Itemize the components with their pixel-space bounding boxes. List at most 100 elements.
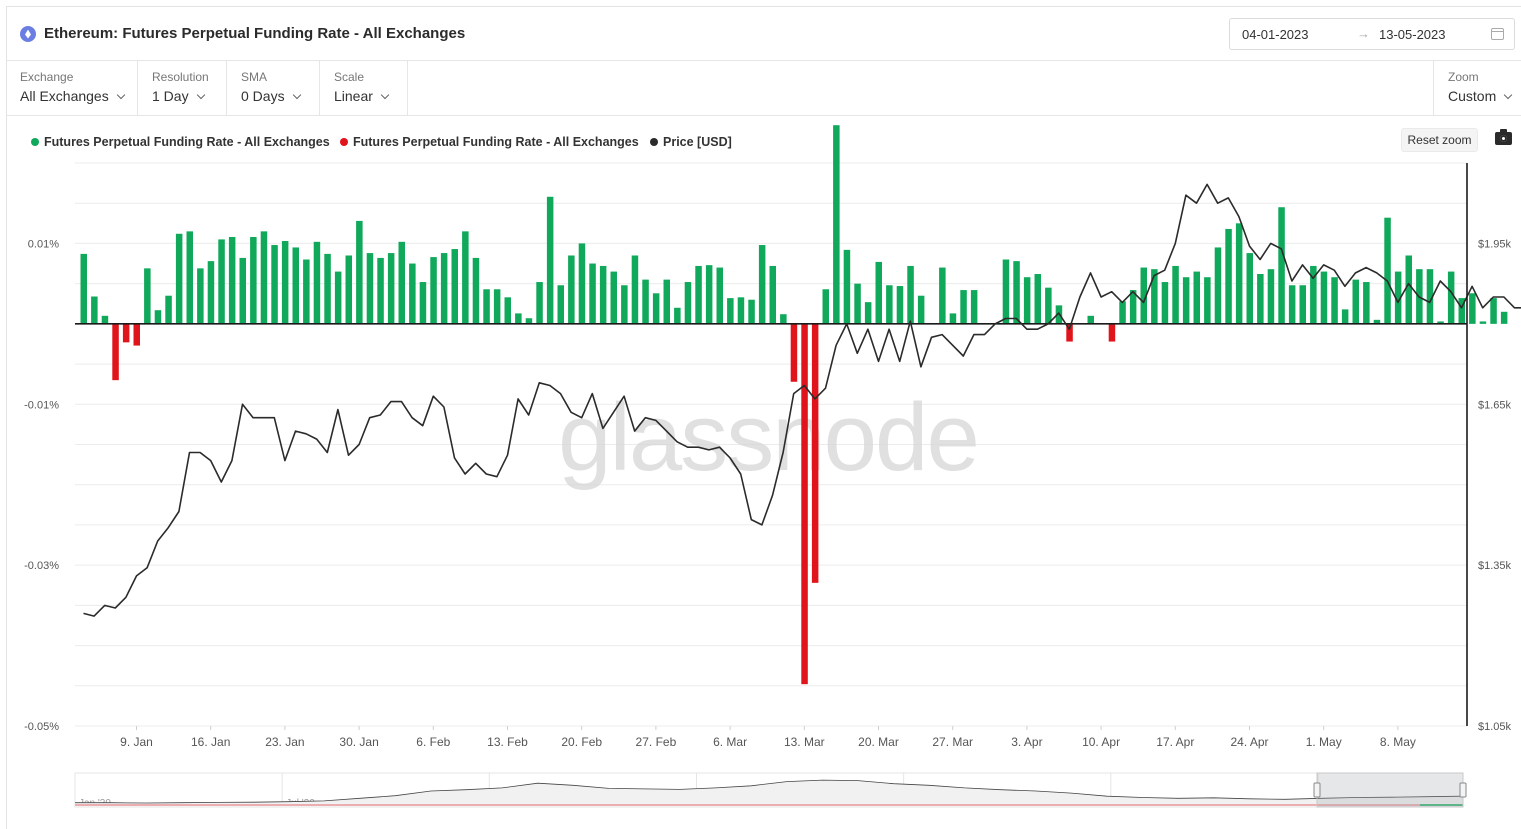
x-tick-label: 23. Jan (265, 735, 304, 749)
x-tick-label: 1. May (1306, 735, 1342, 749)
funding-bar-positive (1394, 271, 1402, 324)
x-tick-label: 20. Feb (561, 735, 602, 749)
page-title: Ethereum: Futures Perpetual Funding Rate… (44, 25, 466, 42)
funding-bar-positive (144, 268, 151, 324)
funding-bar-positive (292, 247, 299, 324)
funding-bar-positive (1045, 287, 1052, 324)
funding-bar-positive (345, 255, 352, 324)
funding-bar-positive (705, 265, 713, 324)
funding-bar-positive (165, 295, 172, 324)
calendar-icon[interactable] (1491, 28, 1504, 40)
funding-bar-positive (1172, 265, 1179, 324)
sma-select[interactable]: SMA 0 Days (227, 61, 320, 115)
funding-bar-positive (409, 263, 416, 324)
funding-bar-positive (886, 285, 893, 324)
funding-bar-positive (684, 282, 692, 324)
funding-bar-positive (366, 253, 374, 324)
funding-bar-positive (695, 265, 702, 324)
funding-bar-positive (737, 297, 745, 324)
x-tick-label: 13. Feb (487, 735, 528, 749)
navigator-handle[interactable] (1459, 782, 1467, 798)
x-tick-label: 16. Jan (191, 735, 230, 749)
funding-tick-label: 0.01% (28, 238, 59, 250)
funding-bar-positive (780, 314, 787, 324)
funding-bar-positive (599, 265, 607, 324)
legend-label: Futures Perpetual Funding Rate - All Exc… (353, 135, 639, 149)
exchange-select[interactable]: Exchange All Exchanges (6, 61, 138, 115)
funding-bar-positive (515, 313, 522, 324)
exchange-label: Exchange (20, 70, 74, 84)
x-tick-label: 6. Feb (416, 735, 450, 749)
funding-tick-label: -0.01% (24, 399, 59, 411)
funding-bar-positive (546, 196, 554, 324)
page-frame (6, 6, 1521, 829)
funding-bar-positive (642, 279, 649, 324)
funding-bar-positive (1087, 315, 1094, 324)
funding-bar-positive (1479, 321, 1487, 324)
exchange-value: All Exchanges (20, 88, 109, 104)
legend-item-funding-negative[interactable]: Futures Perpetual Funding Rate - All Exc… (340, 135, 639, 149)
date-range-picker[interactable]: 04-01-2023 → 13-05-2023 (1229, 18, 1515, 50)
legend-label: Price [USD] (663, 135, 732, 149)
funding-bar-positive (864, 302, 872, 324)
x-tick-label: 30. Jan (339, 735, 378, 749)
funding-bar-positive (186, 231, 193, 324)
navigator-handle[interactable] (1313, 782, 1321, 798)
funding-bar-positive (271, 245, 278, 324)
funding-bar-positive (1002, 259, 1010, 324)
funding-bar-negative (801, 323, 808, 685)
funding-bar-positive (1288, 285, 1296, 324)
funding-bar-positive (1320, 271, 1328, 324)
funding-bar-positive (621, 285, 628, 324)
funding-bar-positive (1267, 269, 1275, 324)
legend-item-price[interactable]: Price [USD] (650, 135, 732, 149)
funding-bar-positive (1204, 277, 1211, 324)
funding-bar-positive (1151, 269, 1158, 324)
funding-bar-positive (843, 249, 851, 324)
x-tick-label: 27. Mar (932, 735, 973, 749)
funding-bar-positive (1182, 277, 1190, 324)
scale-select[interactable]: Scale Linear (320, 61, 408, 115)
reset-zoom-button[interactable]: Reset zoom (1401, 128, 1478, 152)
arrow-right-icon: → (1357, 26, 1370, 41)
date-end-input[interactable]: 13-05-2023 (1379, 27, 1446, 42)
funding-bar-positive (727, 298, 734, 324)
x-tick-label: 17. Apr (1156, 735, 1194, 749)
funding-bar-positive (716, 267, 723, 324)
funding-bar-positive (896, 286, 904, 324)
legend-item-funding-positive[interactable]: Futures Perpetual Funding Rate - All Exc… (31, 135, 330, 149)
legend-dot-black (650, 138, 658, 146)
funding-bar-positive (1405, 255, 1412, 324)
date-start-input[interactable]: 04-01-2023 (1242, 27, 1309, 42)
resolution-select[interactable]: Resolution 1 Day (138, 61, 227, 115)
funding-bar-positive (854, 283, 861, 324)
funding-bar-positive (875, 261, 882, 324)
navigator-area (75, 780, 1463, 807)
funding-bar-positive (504, 297, 511, 324)
funding-bar-positive (970, 290, 978, 324)
funding-bar-positive (1500, 311, 1508, 324)
funding-bar-positive (1373, 319, 1381, 324)
funding-bar-positive (1140, 267, 1147, 324)
funding-bar-positive (281, 241, 289, 324)
funding-bar-positive (1363, 282, 1370, 324)
funding-bar-positive (949, 313, 957, 324)
funding-bar-positive (769, 265, 776, 324)
x-tick-label: 3. Apr (1011, 735, 1042, 749)
funding-bar-positive (1278, 207, 1285, 324)
scale-label: Scale (334, 70, 365, 84)
funding-bar-positive (451, 249, 458, 324)
watermark: glassnode (558, 384, 978, 491)
funding-bar-positive (822, 289, 829, 324)
funding-bar-positive (1458, 298, 1465, 324)
funding-bar-positive (1426, 269, 1434, 324)
price-tick-label: $1.95k (1478, 238, 1512, 250)
resolution-label: Resolution (152, 70, 209, 84)
camera-icon[interactable] (1495, 129, 1512, 145)
legend-dot-green (31, 138, 39, 146)
funding-bar-negative (1108, 323, 1116, 342)
zoom-select[interactable]: Zoom Custom (1433, 61, 1521, 115)
funding-bar-positive (1384, 217, 1391, 324)
navigator-selection (1316, 772, 1464, 808)
